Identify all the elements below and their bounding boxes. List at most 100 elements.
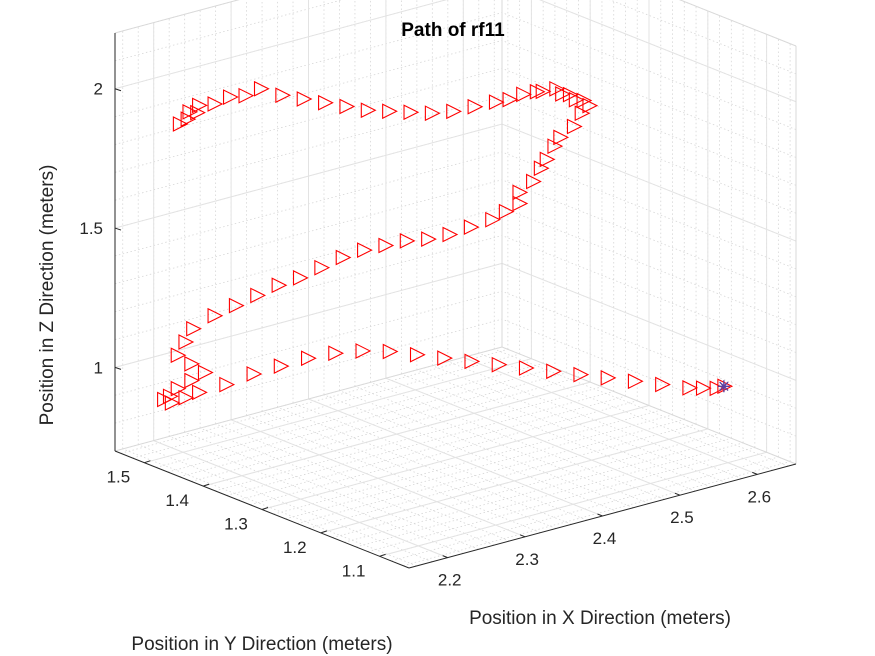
major-gridline-floor-y <box>261 405 650 510</box>
y-tick-mark <box>379 553 386 557</box>
triangle-marker <box>271 277 288 294</box>
minor-gridline-floor-x <box>122 448 417 567</box>
triangle-marker <box>164 395 181 411</box>
major-gridline-backx-z <box>539 0 797 103</box>
triangle-marker <box>485 211 501 228</box>
triangle-marker <box>566 118 583 135</box>
triangle-marker <box>335 249 352 266</box>
triangle-marker <box>250 287 267 304</box>
triangle-marker <box>192 97 208 114</box>
end-star-marker <box>717 380 730 393</box>
triangle-marker <box>157 391 173 408</box>
x-tick-mark <box>519 534 526 538</box>
minor-gridline-backx-z <box>501 67 797 186</box>
triangle-marker <box>378 237 395 254</box>
major-grid <box>114 0 797 559</box>
minor-gridline-floor-x <box>416 369 712 488</box>
triangle-marker <box>207 307 224 324</box>
triangle-marker <box>355 343 372 359</box>
minor-gridline-floor-x <box>339 390 634 509</box>
triangle-marker <box>424 105 441 122</box>
triangle-marker <box>170 347 187 364</box>
triangle-marker <box>409 346 426 363</box>
triangle-marker <box>186 320 202 337</box>
y-tick-label: 1.2 <box>283 538 307 557</box>
triangle-marker <box>562 86 579 103</box>
z-tick-label: 2 <box>94 80 103 99</box>
y-tick-mark <box>261 507 269 510</box>
minor-gridline-floor-x <box>292 402 588 521</box>
triangle-marker <box>546 363 562 380</box>
major-gridline-floor-y <box>203 381 591 487</box>
box-edge <box>679 0 797 47</box>
y-tick-mark <box>203 483 210 487</box>
triangle-marker <box>357 242 373 258</box>
minor-gridline-floor-x <box>138 444 433 563</box>
triangle-marker <box>518 360 535 376</box>
triangle-marker <box>512 184 529 201</box>
triangle-marker <box>178 334 195 350</box>
triangle-marker <box>300 350 317 367</box>
triangle-marker <box>182 103 199 120</box>
triangle-marker <box>207 96 224 112</box>
triangle-marker <box>382 343 399 360</box>
minor-gridline-backx-z <box>501 318 797 437</box>
z-tick-label: 1.5 <box>79 219 103 238</box>
triangle-marker <box>192 384 208 401</box>
triangle-marker <box>184 372 201 389</box>
x-tick-label: 2.2 <box>438 571 462 590</box>
triangle-marker <box>399 233 416 249</box>
y-tick-label: 1.5 <box>107 468 131 487</box>
triangle-marker <box>238 87 255 104</box>
z-tick-mark <box>114 88 122 92</box>
triangle-marker <box>190 104 206 121</box>
triangle-marker <box>535 83 552 100</box>
triangle-marker <box>360 102 377 119</box>
minor-gridline-floor-x <box>478 352 773 471</box>
chart-title: Path of rf11 <box>401 20 505 41</box>
triangle-marker <box>403 104 420 121</box>
box-edge <box>114 0 240 34</box>
triangle-marker <box>488 94 505 111</box>
triangle-marker <box>555 86 571 102</box>
minor-gridline-backx-z <box>501 151 797 270</box>
major-gridline-backx-z <box>501 123 797 242</box>
triangle-marker <box>253 80 270 97</box>
major-gridline-backx-z <box>501 262 797 381</box>
y-tick-label: 1.1 <box>342 561 366 580</box>
major-gridline-floor-y <box>144 358 532 464</box>
triangle-marker <box>172 116 189 132</box>
triangle-marker <box>273 358 290 374</box>
triangle-marker <box>246 366 263 382</box>
triangle-marker <box>502 91 519 108</box>
triangle-marker <box>516 86 532 103</box>
z-axis-label: Position in Z Direction (meters) <box>37 165 58 426</box>
triangle-marker <box>463 219 480 235</box>
triangle-marker <box>600 370 617 386</box>
y-axis-label: Position in Y Direction (meters) <box>131 634 392 655</box>
triangle-marker <box>170 380 187 397</box>
triangle-marker <box>573 366 590 383</box>
minor-gridline-floor-x <box>447 361 742 479</box>
triangle-marker <box>709 380 726 397</box>
triangle-marker <box>382 103 398 120</box>
y-tick-label: 1.4 <box>165 491 189 510</box>
triangle-marker <box>553 129 570 146</box>
minor-gridline-backx-z <box>609 0 797 75</box>
axis-ticks: 2.2 2.3 2.4 2.5 2.6 1.1 1.2 1.3 1.4 1.5 1 1.5 2 <box>79 80 771 590</box>
x-tick-mark <box>752 471 758 475</box>
minor-gridline-backx-z <box>501 179 797 298</box>
triangle-marker <box>292 269 309 286</box>
triangle-marker <box>467 98 484 115</box>
minor-gridline-backx-z <box>501 12 797 130</box>
minor-gridline-floor-x <box>354 386 650 504</box>
triangle-marker <box>682 379 699 396</box>
triangle-marker <box>549 80 566 97</box>
minor-gridline-floor-x <box>199 427 495 546</box>
y-tick-mark <box>320 530 327 534</box>
triangle-marker <box>512 195 529 212</box>
x-tick-label: 2.4 <box>593 529 617 548</box>
triangle-marker <box>655 376 671 393</box>
triangle-marker <box>275 87 292 104</box>
x-tick-mark <box>597 513 603 517</box>
